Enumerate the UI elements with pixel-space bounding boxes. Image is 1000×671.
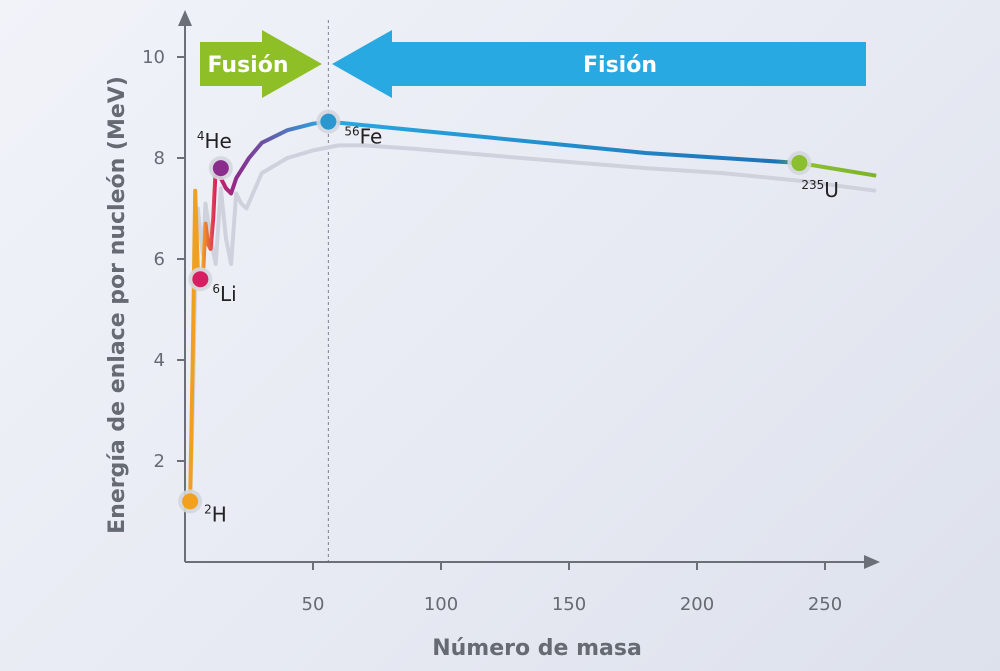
y-axis-arrow-icon xyxy=(178,10,192,26)
y-tick-label: 8 xyxy=(154,148,165,169)
point-label-li: 6Li xyxy=(212,282,236,306)
points: 2H 6Li 4He 56Fe 235U xyxy=(178,109,839,526)
x-axis-title: Número de masa xyxy=(432,636,642,661)
point-label-u: 235U xyxy=(801,178,839,202)
tick-group: 50 100 150 200 250 2 4 6 8 10 xyxy=(142,47,842,615)
fusion-arrow xyxy=(200,30,322,98)
fission-arrow xyxy=(332,30,866,98)
x-tick-label: 150 xyxy=(552,594,586,615)
curves xyxy=(188,119,877,502)
fission-label: Fisión xyxy=(583,53,657,78)
point-label-h: 2H xyxy=(204,502,227,526)
x-tick-label: 50 xyxy=(302,594,325,615)
y-tick-label: 10 xyxy=(142,47,165,68)
y-axis-title: Energía de enlace por nucleón (MeV) xyxy=(105,76,130,534)
point-h xyxy=(182,493,199,510)
point-u xyxy=(791,155,808,172)
axes xyxy=(178,10,880,569)
point-he xyxy=(212,160,229,177)
y-tick-label: 2 xyxy=(154,451,165,472)
point-label-fe: 56Fe xyxy=(344,125,382,149)
fusion-label: Fusión xyxy=(207,53,288,78)
y-tick-label: 4 xyxy=(154,350,165,371)
point-li xyxy=(192,271,209,288)
x-tick-label: 200 xyxy=(680,594,714,615)
point-fe xyxy=(320,113,337,130)
region-arrows: Fusión Fisión xyxy=(200,30,866,98)
x-tick-label: 250 xyxy=(808,594,842,615)
y-tick-label: 6 xyxy=(154,249,165,270)
point-label-he: 4He xyxy=(197,129,232,153)
x-axis-arrow-icon xyxy=(864,555,880,569)
x-tick-label: 100 xyxy=(424,594,458,615)
series-line-reference xyxy=(188,143,877,502)
